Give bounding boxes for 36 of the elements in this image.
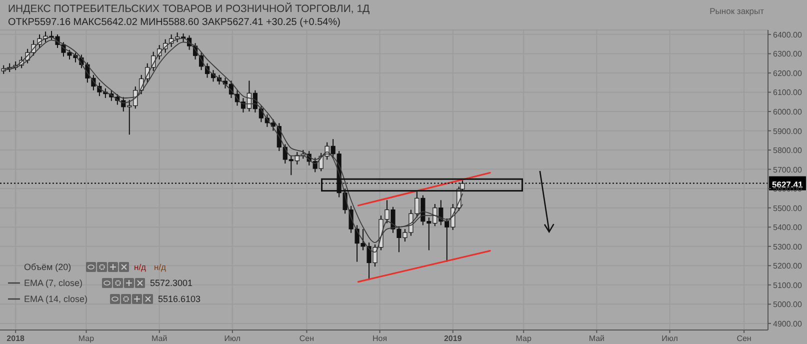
y-tick-label: 4900.00 (773, 319, 802, 328)
chart-title: ИНДЕКС ПОТРЕБИТЕЛЬСКИХ ТОВАРОВ И РОЗНИЧНОЙ ТОРГОВЛИ, 1Д (8, 2, 370, 15)
x-tick-label: Июл (662, 334, 678, 343)
annotation: 5572.3001 (150, 278, 193, 288)
y-tick-label: 5100.00 (773, 280, 802, 290)
y-tick-label: 5900.00 (773, 126, 802, 136)
y-tick-label: 5000.00 (773, 300, 802, 310)
y-tick-label: 5200.00 (773, 262, 802, 271)
y-tick-label: 5800.00 (773, 146, 802, 156)
y-tick-label: 6400.00 (773, 30, 802, 40)
annotation: 5516.6103 (158, 294, 201, 304)
legend-label: EMA (7, close) (24, 278, 83, 288)
text: ОТКР5597.16 МАКС5642.02 МИН5588.60 ЗАКР5627.41 +30.25 (+0.54%) (8, 17, 340, 28)
x-tick-label: 2018 (6, 334, 26, 343)
y-tick-label: 6200.00 (773, 68, 802, 78)
annotation: н/д (154, 262, 166, 272)
annotation: Объём (20) (24, 262, 72, 272)
x-tick-label: Сен (299, 334, 314, 343)
annotation: н/д (134, 262, 146, 272)
x-tick-label: Мар (78, 334, 95, 343)
x-tick-label: Май (588, 334, 605, 343)
y-tick-label: 5300.00 (773, 242, 802, 252)
x-tick-label: 2019 (444, 334, 462, 343)
x-tick-label: Сен (736, 334, 752, 343)
x-tick-label: Июл (224, 334, 241, 343)
text: Рынок закрыт (710, 6, 764, 16)
x-tick-label: Ноя (372, 334, 388, 343)
y-tick-label: 6300.00 (773, 50, 802, 59)
y-tick-label: 6000.00 (773, 108, 802, 117)
legend-label: EMA (14, close) (24, 294, 88, 304)
y-tick-label: 5400.00 (773, 223, 802, 232)
x-tick-label: Май (152, 334, 168, 343)
x-tick-label: Мар (516, 334, 532, 343)
y-tick-label: 5700.00 (773, 165, 802, 174)
y-tick-label: 6100.00 (773, 88, 802, 98)
y-tick-label: 5500.00 (773, 204, 802, 213)
